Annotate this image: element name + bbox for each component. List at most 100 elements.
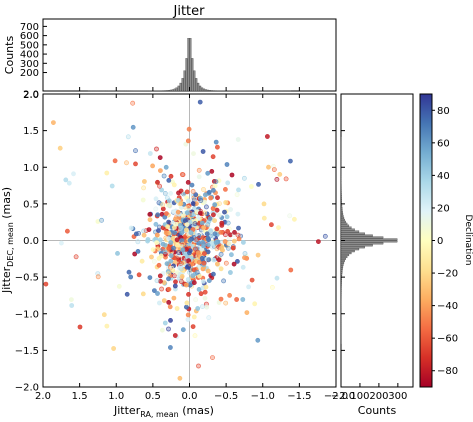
data-point bbox=[102, 313, 106, 317]
data-point bbox=[232, 230, 236, 234]
data-point bbox=[134, 232, 138, 236]
data-point bbox=[64, 178, 68, 182]
data-point bbox=[187, 127, 191, 131]
data-point bbox=[210, 169, 214, 173]
data-point bbox=[289, 268, 293, 272]
data-point bbox=[65, 229, 69, 233]
data-point bbox=[292, 217, 296, 221]
data-point bbox=[105, 171, 109, 175]
data-point bbox=[152, 259, 156, 263]
right-histogram-bar bbox=[341, 282, 342, 284]
data-point bbox=[166, 277, 170, 281]
data-point bbox=[186, 313, 190, 317]
data-point bbox=[214, 180, 218, 184]
data-point bbox=[167, 199, 171, 203]
data-point bbox=[201, 279, 205, 283]
data-point bbox=[180, 172, 184, 176]
data-point bbox=[44, 282, 48, 286]
data-point bbox=[136, 249, 140, 253]
top-histogram-bar bbox=[176, 88, 178, 91]
data-point bbox=[124, 161, 128, 165]
data-point bbox=[113, 159, 117, 163]
data-point bbox=[184, 305, 188, 309]
data-point bbox=[158, 156, 162, 160]
data-point bbox=[203, 193, 207, 197]
data-point bbox=[236, 188, 240, 192]
right-histogram-bar bbox=[341, 231, 359, 233]
data-point bbox=[58, 146, 62, 150]
top-histogram-bar bbox=[178, 86, 180, 91]
data-point bbox=[164, 231, 168, 235]
data-point bbox=[157, 301, 161, 305]
data-point bbox=[174, 222, 178, 226]
top-histogram-bar bbox=[172, 90, 174, 91]
colorbar-gradient bbox=[420, 94, 432, 387]
data-point bbox=[181, 328, 185, 332]
data-point bbox=[175, 243, 179, 247]
data-point bbox=[158, 169, 162, 173]
data-point bbox=[166, 225, 170, 229]
data-point bbox=[223, 233, 227, 237]
data-point bbox=[213, 203, 217, 207]
top-histogram-bar bbox=[209, 90, 211, 91]
colorbar-tick-label: −60 bbox=[437, 334, 458, 345]
data-point bbox=[200, 305, 204, 309]
data-point bbox=[129, 226, 133, 230]
data-point bbox=[207, 190, 211, 194]
data-point bbox=[158, 184, 162, 188]
scatter-xlabel: JitterRA, mean (mas) bbox=[113, 404, 214, 418]
data-point bbox=[217, 202, 221, 206]
colorbar-tick-label: 60 bbox=[437, 138, 450, 149]
data-point bbox=[284, 177, 288, 181]
data-point bbox=[105, 324, 109, 328]
data-point bbox=[196, 251, 200, 255]
data-point bbox=[69, 298, 73, 302]
data-point bbox=[181, 248, 185, 252]
data-point bbox=[162, 174, 166, 178]
data-point bbox=[193, 222, 197, 226]
right-histogram-xlabel: Counts bbox=[358, 404, 397, 417]
data-point bbox=[169, 259, 173, 263]
top-histogram-bar bbox=[184, 71, 186, 91]
data-point bbox=[215, 262, 219, 266]
data-point bbox=[185, 190, 189, 194]
data-point bbox=[179, 202, 183, 206]
data-point bbox=[59, 241, 63, 245]
data-point bbox=[204, 285, 208, 289]
top-histogram-bar bbox=[205, 90, 207, 91]
colorbar-tick-label: −20 bbox=[437, 269, 458, 280]
data-point bbox=[215, 145, 219, 149]
data-point bbox=[212, 258, 216, 262]
data-point bbox=[185, 223, 189, 227]
right-histogram-bar bbox=[341, 256, 347, 258]
colorbar-tick-label: 80 bbox=[437, 106, 450, 117]
right-histogram-bar bbox=[341, 215, 343, 217]
data-point bbox=[186, 206, 190, 210]
y-tick-label: −1.5 bbox=[15, 346, 39, 357]
data-point bbox=[154, 222, 158, 226]
data-point bbox=[241, 240, 245, 244]
right-histogram-bar bbox=[341, 270, 342, 272]
data-point bbox=[213, 184, 217, 188]
y-tick-label: −0.5 bbox=[15, 273, 39, 284]
data-point bbox=[210, 245, 214, 249]
data-point bbox=[209, 229, 213, 233]
data-point bbox=[181, 242, 185, 246]
data-point bbox=[155, 241, 159, 245]
data-point bbox=[173, 284, 177, 288]
data-point bbox=[74, 255, 78, 259]
data-point bbox=[197, 175, 201, 179]
data-point bbox=[166, 272, 170, 276]
data-point bbox=[197, 241, 201, 245]
data-point bbox=[186, 139, 190, 143]
data-point bbox=[206, 236, 210, 240]
data-point bbox=[100, 218, 104, 222]
data-point bbox=[141, 292, 145, 296]
data-point bbox=[167, 178, 171, 182]
data-point bbox=[213, 219, 217, 223]
data-point bbox=[142, 229, 146, 233]
data-point bbox=[207, 258, 211, 262]
right-histogram-bar bbox=[341, 246, 365, 248]
data-point bbox=[136, 240, 140, 244]
